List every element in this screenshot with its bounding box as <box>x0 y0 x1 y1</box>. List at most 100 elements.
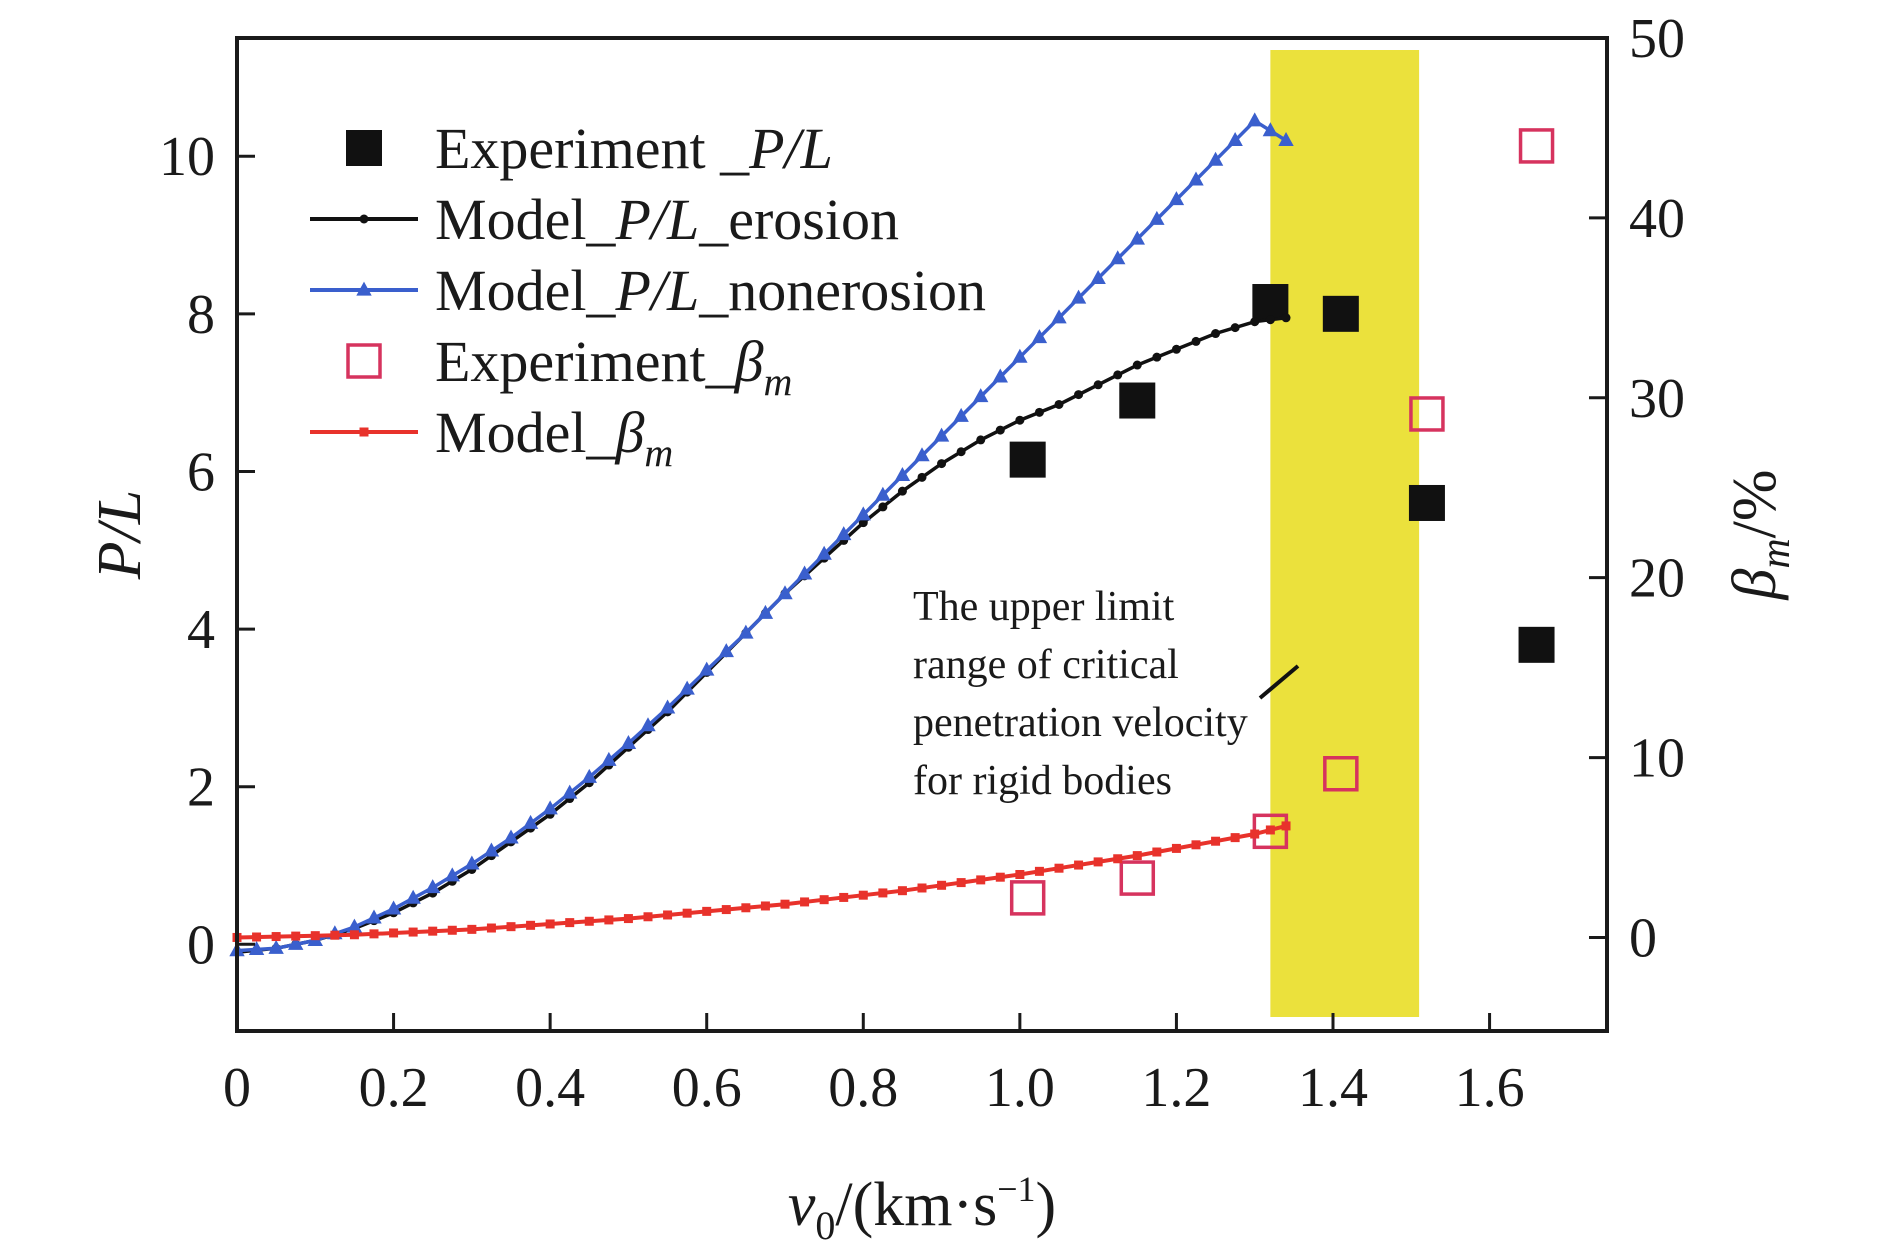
data-point <box>405 889 421 904</box>
legend: Experiment _P/LModel_P/L_erosionModel_P/… <box>310 116 986 475</box>
data-point <box>271 932 281 942</box>
data-point <box>545 919 555 929</box>
data-point <box>780 899 790 909</box>
data-point <box>937 459 947 469</box>
data-point <box>897 886 907 896</box>
data-point <box>663 910 673 920</box>
data-point <box>1211 836 1221 846</box>
y-right-tick-label: 30 <box>1629 368 1685 430</box>
legend-item-0: Experiment _P/L <box>346 116 833 181</box>
annotation-pointer <box>1258 664 1300 700</box>
y-right-tick-label: 20 <box>1629 548 1685 610</box>
data-point <box>757 604 774 619</box>
data-point <box>836 526 852 541</box>
data-point <box>875 486 891 501</box>
data-point <box>917 472 927 482</box>
data-point <box>464 855 480 870</box>
data-point <box>444 867 460 882</box>
data-point <box>760 901 770 911</box>
data-point <box>1149 210 1165 225</box>
data-point <box>623 914 633 924</box>
y-axis-right: 0 10 20 30 40 50 <box>1589 8 1685 969</box>
data-point <box>839 892 849 902</box>
legend-item-2: Model_P/L_nonerosion <box>310 258 986 323</box>
legend-item-4: Model_βm <box>310 400 673 475</box>
data-point <box>937 880 947 890</box>
data-point <box>897 486 907 496</box>
data-point <box>1034 866 1044 876</box>
x-tick-label: 1.6 <box>1455 1057 1525 1119</box>
data-point <box>1278 132 1294 147</box>
x-tick-label: 0 <box>223 1057 251 1119</box>
data-point <box>643 912 653 922</box>
data-point <box>346 918 363 933</box>
axis-titles: v0/(km·s−1) P/L βm/% <box>86 469 1799 1248</box>
data-point <box>1408 484 1445 521</box>
data-point <box>428 926 438 936</box>
legend-label: Experiment_βm <box>435 329 792 404</box>
annotation-line: range of critical <box>913 642 1179 688</box>
data-point <box>1227 132 1243 147</box>
data-point <box>976 435 986 445</box>
data-point <box>1171 344 1181 354</box>
x-tick-label: 1.2 <box>1141 1057 1211 1119</box>
data-point <box>973 388 989 403</box>
data-point <box>878 888 888 898</box>
y-left-tick-label: 8 <box>187 284 215 346</box>
data-point <box>1265 315 1275 325</box>
critical-velocity-band <box>1270 50 1420 1017</box>
annotation-line: The upper limit <box>913 584 1175 630</box>
y-right-tick-label: 50 <box>1629 8 1685 70</box>
data-point <box>1518 128 1555 164</box>
data-point <box>1051 309 1067 324</box>
data-point <box>1034 407 1044 417</box>
data-point <box>1090 269 1106 284</box>
annotation: The upper limit range of critical penetrat… <box>913 584 1300 804</box>
data-point <box>777 585 793 600</box>
data-point <box>682 908 692 918</box>
x-axis: 0 0.2 0.4 0.6 0.8 1.0 1.2 1.4 1.6 <box>223 1013 1525 1119</box>
legend-label: Model_P/L_nonerosion <box>435 258 986 323</box>
data-point <box>1093 857 1103 867</box>
data-point <box>1152 847 1162 857</box>
data-point <box>1171 843 1181 853</box>
plot-frame <box>235 36 1609 1033</box>
data-point <box>659 699 676 714</box>
data-point <box>1132 360 1142 370</box>
data-point <box>268 939 284 954</box>
data-point <box>1168 191 1185 206</box>
data-point <box>604 915 614 925</box>
data-point <box>1031 329 1048 344</box>
data-point <box>718 643 734 658</box>
data-point <box>914 447 930 462</box>
data-point <box>408 927 418 937</box>
legend-swatch-marker <box>359 427 369 437</box>
data-point <box>800 897 810 907</box>
data-point <box>503 829 519 844</box>
data-point <box>1015 415 1025 425</box>
data-point <box>1230 833 1240 843</box>
data-point <box>1054 399 1064 409</box>
data-point <box>248 941 265 956</box>
series-3 <box>1009 128 1555 916</box>
data-point <box>1015 869 1025 879</box>
data-point <box>1009 441 1046 478</box>
y-left-tick-label: 10 <box>159 126 215 188</box>
data-point <box>425 879 441 894</box>
data-point <box>1250 317 1260 327</box>
data-point <box>1191 840 1201 850</box>
data-point <box>640 717 656 732</box>
data-point <box>620 734 637 749</box>
y-right-tick-label: 40 <box>1629 188 1685 250</box>
data-point <box>721 905 731 915</box>
data-point <box>741 903 751 913</box>
x-tick-label: 0.4 <box>515 1057 585 1119</box>
annotation-line: for rigid bodies <box>913 758 1172 804</box>
y-left-tick-label: 6 <box>187 441 215 503</box>
data-point <box>995 425 1005 435</box>
data-point <box>1012 348 1028 363</box>
data-point <box>1252 284 1289 321</box>
data-point <box>894 466 911 481</box>
data-point <box>366 909 382 924</box>
